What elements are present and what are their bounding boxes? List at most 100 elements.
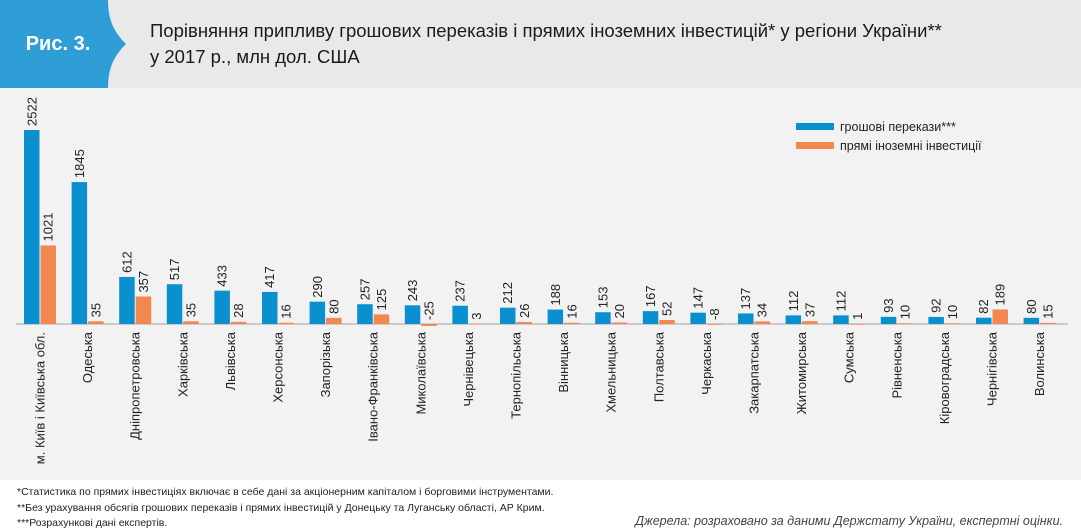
category-label-2: Дніпропетровська [128, 331, 143, 440]
category-label-10: Тернопільська [509, 331, 524, 419]
figure-badge: Рис. 3. [0, 0, 126, 88]
category-label-4: Львівська [223, 331, 238, 390]
data-label-remittances-5: 417 [262, 266, 277, 288]
bar-remittances-8 [404, 305, 421, 324]
chart-legend: грошові перекази*** прямі іноземні інвес… [796, 118, 981, 156]
data-label-remittances-15: 137 [738, 288, 753, 310]
data-label-remittances-11: 188 [548, 284, 563, 306]
bar-remittances-0 [24, 130, 40, 324]
bar-fdi-15 [754, 321, 770, 324]
category-label-17: Сумська [842, 331, 857, 383]
bar-remittances-2 [119, 276, 135, 324]
data-label-fdi-4: 28 [231, 303, 246, 317]
bar-fdi-16 [802, 321, 818, 324]
chart-title-line2: у 2017 р., млн дол. США [150, 46, 360, 67]
category-label-9: Чернівецька [461, 331, 476, 406]
data-label-fdi-9: 3 [469, 313, 484, 320]
data-label-remittances-14: 147 [691, 287, 706, 309]
data-label-fdi-10: 26 [517, 304, 532, 318]
legend-swatch-remittances [796, 123, 834, 130]
category-label-6: Запорізька [318, 331, 333, 397]
data-label-fdi-17: 1 [850, 313, 865, 320]
data-label-fdi-20: 189 [993, 284, 1008, 306]
data-label-fdi-11: 16 [564, 304, 579, 318]
bar-fdi-8 [421, 324, 437, 326]
data-label-fdi-2: 357 [136, 271, 151, 293]
bar-chart: 2522 1021 м. Київ і Київська обл. 1845 35 Оде… [16, 97, 1068, 464]
data-label-remittances-18: 93 [881, 298, 896, 312]
badge-shape [0, 0, 126, 88]
category-label-5: Херсонська [271, 331, 286, 402]
category-label-18: Рівненська [889, 331, 904, 398]
data-label-remittances-7: 257 [357, 279, 372, 301]
footnote-1: *Статистика по прямих інвестиціях включа… [17, 486, 554, 498]
bar-fdi-12 [611, 322, 628, 324]
data-label-remittances-10: 212 [500, 282, 515, 304]
bar-remittances-11 [547, 309, 564, 324]
bar-remittances-16 [785, 315, 802, 324]
bar-remittances-9 [452, 305, 468, 324]
legend-label-fdi: прямі іноземні інвестиції [840, 138, 982, 153]
data-label-fdi-13: 52 [660, 302, 675, 316]
bar-remittances-19 [928, 316, 944, 324]
footnote-2: **Без урахування обсягів грошових перека… [17, 501, 545, 514]
data-label-fdi-5: 16 [279, 304, 294, 318]
footnotes: *Статистика по прямих інвестиціях включа… [17, 485, 553, 532]
data-label-remittances-4: 433 [215, 265, 230, 287]
figure-header: Рис. 3. Порівняння припливу грошових пер… [0, 0, 1081, 88]
data-label-fdi-12: 20 [612, 304, 627, 318]
category-label-3: Харківська [175, 331, 190, 397]
bar-fdi-13 [659, 320, 675, 324]
bar-remittances-3 [166, 284, 183, 324]
bar-fdi-5 [278, 322, 294, 324]
data-label-remittances-9: 237 [453, 280, 468, 302]
data-label-fdi-15: 34 [755, 303, 770, 317]
data-label-remittances-3: 517 [167, 259, 182, 281]
bar-fdi-20 [992, 309, 1008, 324]
bar-remittances-6 [309, 301, 326, 324]
bar-remittances-14 [690, 312, 706, 324]
bar-remittances-21 [1023, 317, 1040, 324]
bar-fdi-4 [230, 321, 247, 324]
legend-label-remittances: грошові перекази*** [840, 119, 956, 134]
data-label-fdi-1: 35 [88, 303, 103, 317]
chart-title: Порівняння припливу грошових переказів і… [150, 18, 1050, 70]
category-label-11: Вінницька [556, 331, 571, 392]
figure-label: Рис. 3. [25, 33, 91, 55]
bar-remittances-4 [214, 290, 230, 324]
bar-fdi-18 [897, 323, 913, 325]
category-label-13: Полтавська [651, 331, 666, 402]
data-label-fdi-16: 37 [802, 303, 817, 317]
bar-fdi-0 [40, 245, 56, 324]
data-label-remittances-0: 2522 [24, 97, 39, 126]
category-label-20: Чернігівська [985, 331, 1000, 406]
bar-fdi-14 [706, 324, 723, 325]
data-label-remittances-21: 80 [1024, 299, 1039, 313]
data-label-fdi-8: -25 [422, 301, 437, 320]
bar-fdi-7 [373, 314, 390, 324]
data-label-remittances-13: 167 [643, 285, 658, 307]
data-label-remittances-19: 92 [929, 298, 944, 312]
bar-fdi-3 [183, 321, 199, 324]
bar-remittances-10 [500, 307, 516, 324]
source-note: Джерела: розраховано за даними Держстату… [635, 514, 1063, 528]
category-label-0: м. Київ і Київська обл. [33, 332, 48, 464]
bar-fdi-6 [326, 317, 342, 324]
data-label-remittances-2: 612 [119, 251, 134, 273]
data-label-remittances-16: 112 [786, 291, 801, 312]
chart-panel: 2522 1021 м. Київ і Київська обл. 1845 35 Оде… [0, 88, 1081, 480]
legend-swatch-fdi [796, 142, 834, 149]
bar-fdi-21 [1040, 322, 1056, 324]
bar-fdi-19 [944, 323, 961, 325]
bar-remittances-12 [595, 312, 611, 324]
data-label-remittances-6: 290 [310, 276, 325, 298]
chart-title-line1: Порівняння припливу грошових переказів і… [150, 20, 942, 41]
category-label-15: Закарпатська [747, 331, 762, 414]
category-label-21: Волинська [1032, 331, 1047, 396]
bar-fdi-1 [88, 321, 104, 324]
data-label-remittances-17: 112 [833, 291, 848, 312]
category-label-14: Черкаська [699, 331, 714, 395]
data-label-fdi-18: 10 [898, 305, 913, 319]
footnote-3: ***Розрахункові дані експертів. [17, 517, 168, 529]
data-label-fdi-14: -8 [707, 308, 722, 320]
